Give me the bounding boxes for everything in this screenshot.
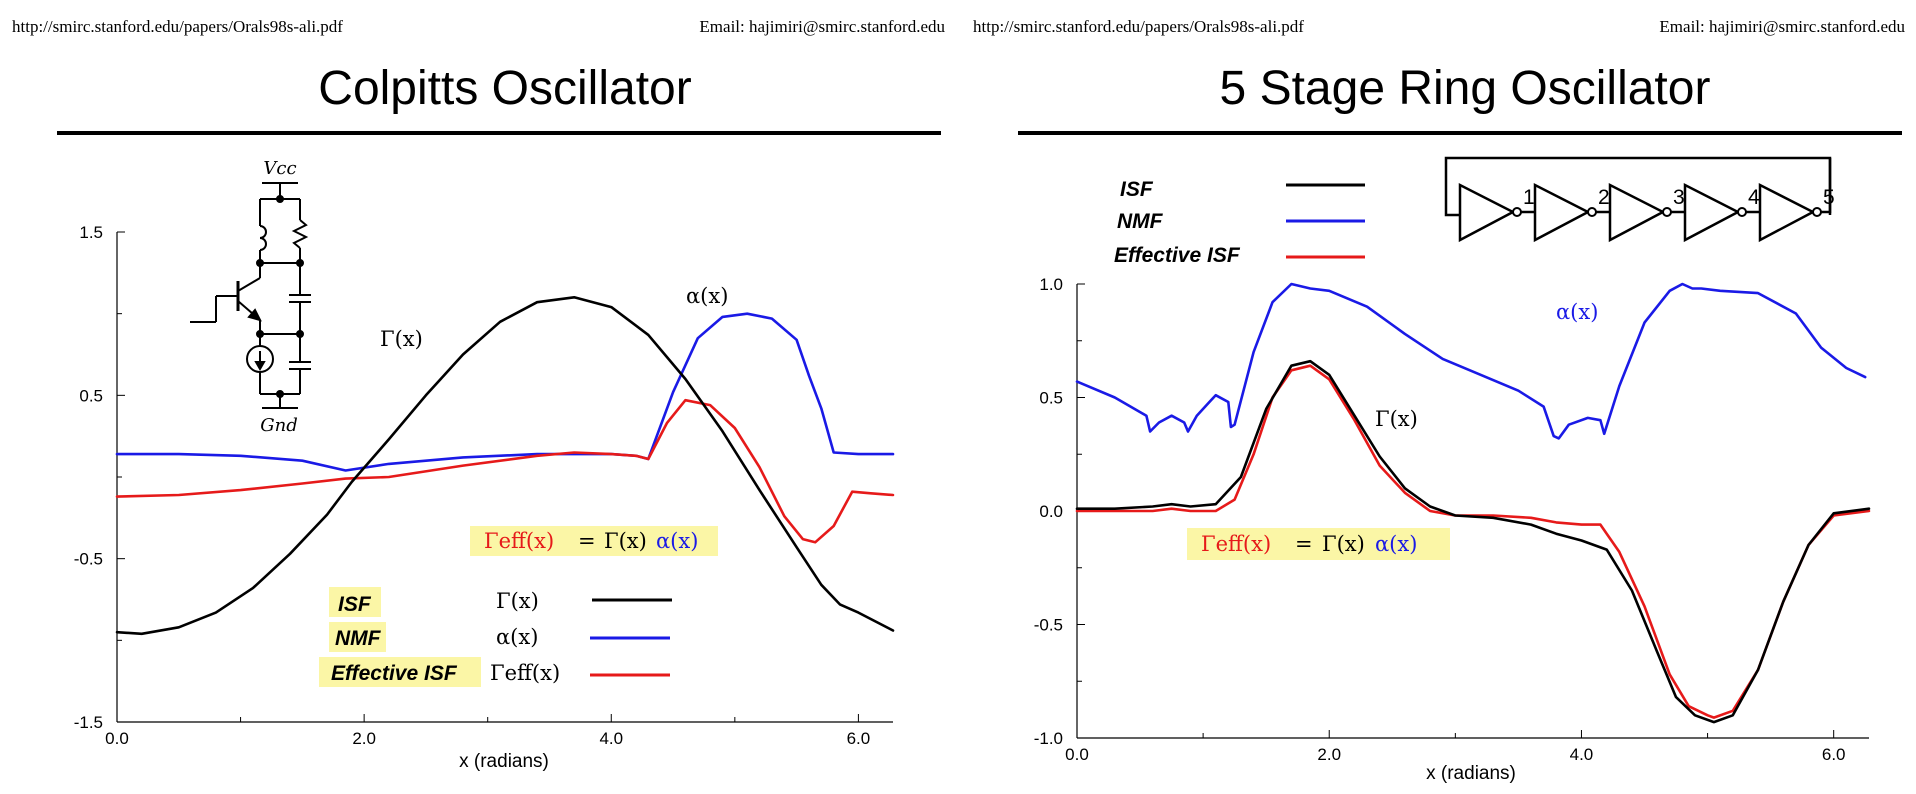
equation-alpha: α(x) xyxy=(656,529,698,553)
colpitts-series xyxy=(115,295,895,636)
equation-lhs: Γeff(x) xyxy=(1201,532,1271,556)
legend-nmf-name: NMF xyxy=(335,627,382,650)
colpitts-axis-ticks: 1.5 0.5 -0.5 -1.50.0 2.0 4.0 6.0 xyxy=(74,223,871,748)
equation-lhs: Γeff(x) xyxy=(484,529,554,553)
y-tick-label: -1.5 xyxy=(74,713,103,732)
y-tick-label: -1.0 xyxy=(1034,729,1063,748)
y-tick-label: -0.5 xyxy=(74,550,103,569)
resistor-symbol xyxy=(291,219,309,249)
left-page: http://smirc.stanford.edu/papers/Orals98… xyxy=(12,17,945,772)
left-email-text: Email: hajimiri@smirc.stanford.edu xyxy=(699,17,945,36)
emitter-arrow xyxy=(247,308,262,322)
inverter-bubble xyxy=(1512,207,1522,217)
equation-gamma: Γ(x) xyxy=(1322,532,1365,556)
series-line-effective-isf xyxy=(115,398,895,544)
stage-number-label: 2 xyxy=(1598,186,1610,209)
legend-highlight xyxy=(319,657,481,687)
colpitts-legend: ISF Γ(x) NMF α(x) Effective ISF Γeff(x) xyxy=(319,587,672,687)
inverter-stage-4 xyxy=(1683,182,1741,243)
right-page: http://smirc.stanford.edu/papers/Orals98… xyxy=(973,17,1905,784)
stage-number-label: 1 xyxy=(1523,186,1535,209)
series-line-isf xyxy=(115,295,895,636)
series-line-nmf xyxy=(1075,282,1867,440)
gnd-label: Gnd xyxy=(260,415,298,436)
equation-equals: = xyxy=(578,529,596,553)
equation-alpha: α(x) xyxy=(1375,532,1417,556)
output-wire xyxy=(1821,158,1832,214)
legend-nmf-name: NMF xyxy=(1117,210,1164,233)
x-tick-label: 2.0 xyxy=(352,729,376,748)
y-tick-label: 0.5 xyxy=(79,386,103,405)
legend-eff-name: Effective ISF xyxy=(1114,244,1241,267)
x-tick-label: 2.0 xyxy=(1317,745,1341,764)
ring-series xyxy=(1075,282,1871,724)
x-tick-label: 6.0 xyxy=(1822,745,1846,764)
inverter-bubble xyxy=(1662,207,1672,217)
gamma-curve-label: Γ(x) xyxy=(1375,407,1418,431)
y-tick-label: 0.0 xyxy=(1039,502,1063,521)
x-axis-label: x (radians) xyxy=(459,751,549,772)
inverter-bubble xyxy=(1812,207,1822,217)
legend-isf-name: ISF xyxy=(338,593,372,616)
y-tick-label: -0.5 xyxy=(1034,616,1063,635)
x-tick-label: 4.0 xyxy=(1570,745,1594,764)
stage-number-label: 3 xyxy=(1673,186,1685,209)
equation-highlight xyxy=(1187,528,1450,560)
x-tick-label: 0.0 xyxy=(105,729,129,748)
series-line-nmf xyxy=(115,312,895,472)
inverter-bubble xyxy=(1737,207,1747,217)
x-tick-label: 0.0 xyxy=(1065,745,1089,764)
y-tick-label: 1.0 xyxy=(1039,275,1063,294)
y-tick-label: 1.5 xyxy=(79,223,103,242)
gamma-curve-label: Γ(x) xyxy=(380,327,423,351)
alpha-curve-label: α(x) xyxy=(686,284,728,308)
y-tick-label: 0.5 xyxy=(1039,389,1063,408)
legend-nmf-symbol: α(x) xyxy=(496,625,538,649)
inverter-bubble xyxy=(1587,207,1597,217)
transistor-collector xyxy=(237,277,261,292)
colpitts-plot: 1.5 0.5 -0.5 -1.50.0 2.0 4.0 6.0 x (radians) Γ… xyxy=(74,223,895,772)
series-line-effective-isf xyxy=(1075,364,1871,719)
right-page-title: 5 Stage Ring Oscillator xyxy=(1220,62,1711,115)
right-email-text: Email: hajimiri@smirc.stanford.edu xyxy=(1659,17,1905,36)
legend-eff-name: Effective ISF xyxy=(331,662,458,685)
x-tick-label: 4.0 xyxy=(599,729,623,748)
equation-equals: = xyxy=(1295,532,1313,556)
vcc-label: Vcc xyxy=(263,158,296,179)
inverter-stage-5 xyxy=(1758,182,1816,243)
legend-highlight xyxy=(329,587,381,617)
equation-highlight xyxy=(470,526,718,556)
series-line-isf xyxy=(1075,359,1871,724)
x-tick-label: 6.0 xyxy=(847,729,871,748)
ring-legend: ISF NMF Effective ISF xyxy=(1114,178,1365,267)
x-axis-label: x (radians) xyxy=(1426,763,1516,784)
legend-isf-name: ISF xyxy=(1120,178,1154,201)
stage-number-label: 4 xyxy=(1748,186,1760,209)
ring-plot: 1.00.50.0-0.5-1.00.0 2.0 4.0 6.0 x (radians… xyxy=(1034,275,1871,784)
legend-highlight xyxy=(329,622,386,652)
inductor-symbol xyxy=(259,225,267,251)
equation-gamma: Γ(x) xyxy=(604,529,647,553)
colpitts-circuit-diagram: Vcc xyxy=(190,158,311,436)
ring-axis-ticks: 1.00.50.0-0.5-1.00.0 2.0 4.0 6.0 xyxy=(1034,275,1846,764)
left-url-text: http://smirc.stanford.edu/papers/Orals98… xyxy=(12,17,343,36)
right-url-text: http://smirc.stanford.edu/papers/Orals98… xyxy=(973,17,1304,36)
inverter-stage-3 xyxy=(1608,182,1666,243)
left-page-title: Colpitts Oscillator xyxy=(318,62,691,115)
node-dot xyxy=(276,195,284,203)
legend-eff-symbol: Γeff(x) xyxy=(490,661,560,685)
inverter-stage-1 xyxy=(1458,182,1516,243)
alpha-curve-label: α(x) xyxy=(1556,300,1598,324)
inverter-stage-2 xyxy=(1533,182,1591,243)
legend-isf-symbol: Γ(x) xyxy=(496,589,539,613)
current-source-arrowhead xyxy=(254,361,266,372)
